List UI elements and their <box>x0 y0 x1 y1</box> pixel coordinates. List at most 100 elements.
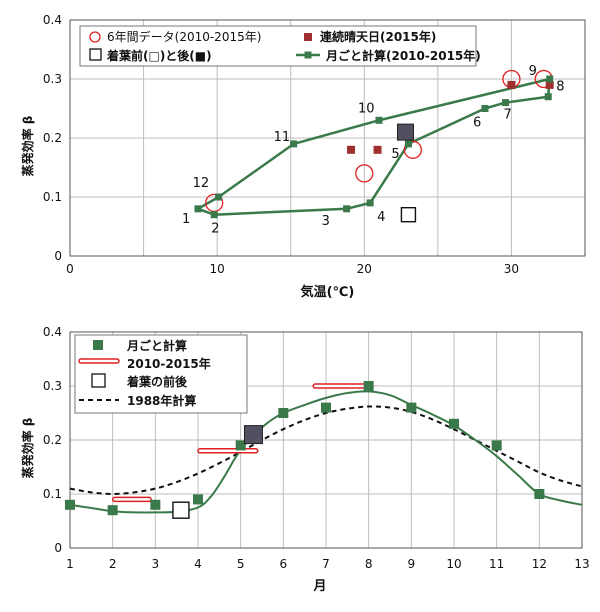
chart2-monthly-point <box>534 489 545 499</box>
chart1-six-year-point <box>355 164 374 183</box>
chart2-x-tick-label: 9 <box>408 557 416 571</box>
chart1-x-axis-label: 気温(℃) <box>301 284 355 300</box>
chart2-x-tick-label: 3 <box>152 557 160 571</box>
chart2-legend: 月ごと計算 2010-2015年 着葉の前後 1988年計算 <box>74 334 248 414</box>
chart1-y-axis-label: 蒸発効率 β <box>20 115 35 176</box>
chart1-month-label: 3 <box>322 214 330 229</box>
chart-month: 00.10.20.30.4 1 2 3 4 5 6 7 8 9 10 11 12 13 月 蒸発効率 β… <box>20 325 590 594</box>
chart1-month-label: 8 <box>556 80 564 95</box>
chart2-monthly-point <box>491 440 502 451</box>
chart2-monthly-point <box>235 440 246 451</box>
chart2-x-tick-label: 10 <box>446 557 461 571</box>
chart1-monthly-point <box>546 75 554 83</box>
chart1-month-label: 12 <box>193 176 210 191</box>
chart1-leaf-before-point <box>400 206 417 223</box>
chart1-month-label: 10 <box>358 101 375 116</box>
chart1-x-tick-label: 10 <box>210 262 225 276</box>
chart1-legend-label-sunny: 連続晴天日(2015年) <box>320 29 436 44</box>
chart1-month-label: 11 <box>274 130 291 145</box>
chart2-y-ticks: 0 0.1 0.2 0.3 0.4 <box>43 325 62 555</box>
chart1-sunny-point <box>545 80 554 89</box>
chart2-monthly-point <box>65 499 75 510</box>
chart1-x-tick-label: 0 <box>66 262 74 276</box>
chart2-leaf-after-point <box>243 425 263 445</box>
chart1-monthly-point <box>404 140 412 148</box>
chart1-month-label: 5 <box>391 147 399 162</box>
chart1-sunny-point <box>373 145 382 154</box>
chart1-series <box>194 69 554 223</box>
chart2-x-tick-label: 13 <box>574 557 589 571</box>
chart1-legend-label-six-year: 6年間データ(2010-2015年) <box>107 29 261 44</box>
chart2-six-year-bar <box>312 383 370 389</box>
chart1-legend-marker-sunny <box>304 33 312 41</box>
chart1-y-tick-label: 0 <box>54 249 62 263</box>
chart1-sunny-point <box>507 80 516 89</box>
chart2-x-tick-label: 4 <box>194 557 202 571</box>
chart1-monthly-point <box>375 116 383 124</box>
chart1-monthly-point <box>343 205 351 213</box>
chart2-six-year-bar <box>111 496 152 503</box>
chart2-x-tick-label: 12 <box>532 557 547 571</box>
chart2-monthly-point <box>321 402 331 413</box>
chart1-legend-marker-monthly <box>304 51 312 59</box>
chart1-x-ticks: 0 10 20 30 <box>66 262 519 276</box>
chart2-y-axis-label: 蒸発効率 β <box>20 417 35 478</box>
chart1-month-label: 4 <box>377 210 385 225</box>
chart1-x-tick-label: 20 <box>357 262 372 276</box>
chart2-monthly-point <box>150 499 161 510</box>
chart1-leaf-after-point <box>396 123 414 141</box>
chart1-month-label: 2 <box>211 222 219 237</box>
chart1-y-tick-label: 0.2 <box>43 131 62 145</box>
chart2-monthly-point <box>107 505 118 516</box>
chart2-x-axis-label: 月 <box>312 579 326 594</box>
chart2-legend-marker-leaf <box>91 373 106 388</box>
chart2-leaf-before-point <box>172 501 190 519</box>
chart2-monthly-point <box>449 418 459 429</box>
chart1-x-tick-label: 30 <box>504 262 519 276</box>
chart1-six-year-point <box>403 140 422 159</box>
chart2-series <box>65 381 583 519</box>
chart1-monthly-point <box>290 140 298 148</box>
chart2-grid <box>70 332 582 548</box>
chart2-1988-curve <box>69 405 583 496</box>
chart2-legend-label-leaf: 着葉の前後 <box>126 374 188 389</box>
chart1-month-label: 6 <box>473 116 481 131</box>
chart1-monthly-point <box>502 99 510 107</box>
chart2-x-tick-label: 1 <box>66 557 74 571</box>
chart2-monthly-point <box>406 402 417 413</box>
chart1-monthly-point <box>544 93 552 101</box>
chart1-sunny-point <box>347 145 356 154</box>
chart2-legend-label-six-year: 2010-2015年 <box>127 356 211 371</box>
chart2-y-tick-label: 0.4 <box>43 325 62 339</box>
chart1-month-label: 9 <box>529 64 537 79</box>
chart2-x-tick-label: 2 <box>109 557 117 571</box>
chart2-monthly-point <box>278 408 289 418</box>
chart2-legend-label-1988: 1988年計算 <box>127 393 196 408</box>
chart1-monthly-point <box>210 211 218 219</box>
chart1-legend-marker-leaf <box>89 48 102 61</box>
chart1-legend-label-monthly: 月ごと計算(2010-2015年) <box>325 48 481 63</box>
chart2-legend-marker-six-year <box>78 358 120 364</box>
chart2-x-tick-label: 6 <box>280 557 288 571</box>
chart2-x-tick-label: 5 <box>237 557 245 571</box>
chart1-legend-marker-six-year <box>89 31 101 43</box>
chart2-y-tick-label: 0 <box>54 541 62 555</box>
chart2-x-ticks: 1 2 3 4 5 6 7 8 9 10 11 12 13 <box>66 557 589 571</box>
chart1-monthly-point <box>366 199 374 207</box>
chart2-x-tick-label: 11 <box>489 557 504 571</box>
chart2-x-tick-label: 7 <box>322 557 330 571</box>
chart1-legend: 6年間データ(2010-2015年) 連続晴天日(2015年) 着葉前(□)と後… <box>79 25 481 67</box>
chart1-monthly-point <box>215 193 223 201</box>
chart2-x-tick-label: 8 <box>365 557 373 571</box>
chart2-legend-label-monthly: 月ごと計算 <box>126 338 187 353</box>
chart2-legend-marker-monthly <box>93 340 103 350</box>
chart2-y-tick-label: 0.3 <box>43 379 62 393</box>
chart1-month-label: 1 <box>182 212 190 227</box>
chart2-monthly-point <box>193 494 203 505</box>
chart1-plot-area <box>69 19 586 257</box>
chart1-monthly-point <box>194 205 202 213</box>
chart2-monthly-point <box>363 381 374 391</box>
